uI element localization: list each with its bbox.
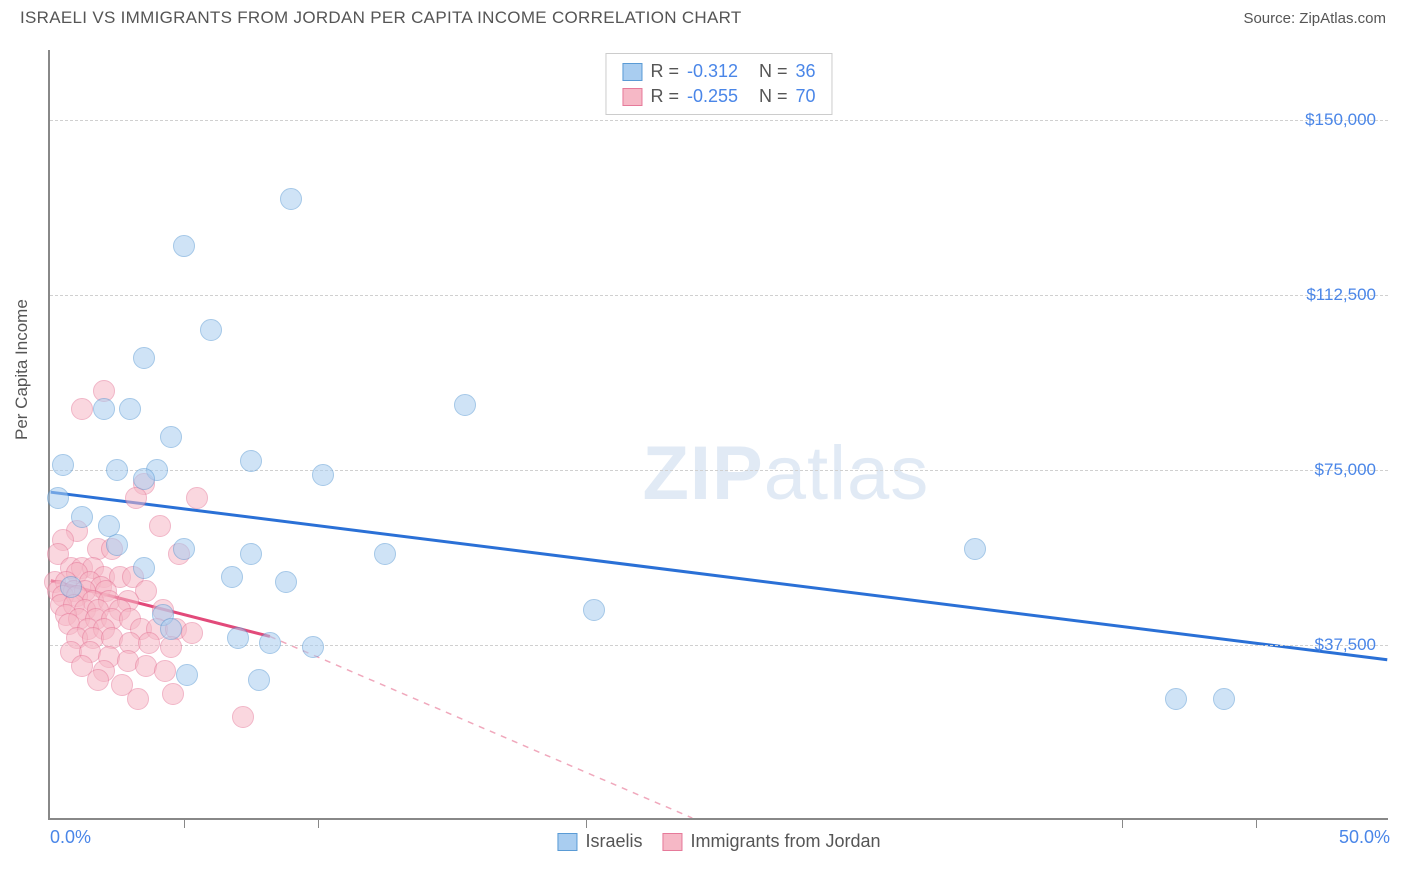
x-tick xyxy=(318,818,319,828)
n-value-1: 70 xyxy=(796,86,816,107)
data-point xyxy=(221,566,243,588)
gridline xyxy=(50,645,1388,646)
swatch-series-0 xyxy=(557,833,577,851)
data-point xyxy=(71,398,93,420)
data-point xyxy=(176,664,198,686)
swatch-series-1 xyxy=(662,833,682,851)
data-point xyxy=(133,557,155,579)
data-point xyxy=(71,506,93,528)
data-point xyxy=(173,538,195,560)
data-point xyxy=(312,464,334,486)
correlation-stats-box: R = -0.312 N = 36 R = -0.255 N = 70 xyxy=(605,53,832,115)
data-point xyxy=(87,669,109,691)
data-point xyxy=(583,599,605,621)
data-point xyxy=(1165,688,1187,710)
data-point xyxy=(1213,688,1235,710)
data-point xyxy=(964,538,986,560)
data-point xyxy=(374,543,396,565)
data-point xyxy=(232,706,254,728)
x-tick xyxy=(586,818,587,828)
data-point xyxy=(135,580,157,602)
data-point xyxy=(162,683,184,705)
data-point xyxy=(138,632,160,654)
y-tick-label: $75,000 xyxy=(1315,460,1376,480)
data-point xyxy=(181,622,203,644)
legend-item: Immigrants from Jordan xyxy=(662,831,880,852)
data-point xyxy=(454,394,476,416)
data-point xyxy=(133,468,155,490)
data-point xyxy=(160,426,182,448)
data-point xyxy=(127,688,149,710)
legend-label: Israelis xyxy=(585,831,642,852)
source-attribution: Source: ZipAtlas.com xyxy=(1243,10,1386,27)
x-tick-label: 50.0% xyxy=(1339,827,1390,848)
data-point xyxy=(93,398,115,420)
legend: Israelis Immigrants from Jordan xyxy=(557,831,880,852)
data-point xyxy=(240,543,262,565)
r-value-0: -0.312 xyxy=(687,61,751,82)
data-point xyxy=(154,660,176,682)
x-tick xyxy=(1256,818,1257,828)
stats-row: R = -0.255 N = 70 xyxy=(622,84,815,109)
data-point xyxy=(60,576,82,598)
data-point xyxy=(160,618,182,640)
y-tick-label: $112,500 xyxy=(1306,285,1376,305)
x-tick-label: 0.0% xyxy=(50,827,91,848)
y-axis-label: Per Capita Income xyxy=(12,299,32,440)
swatch-series-0 xyxy=(622,63,642,81)
data-point xyxy=(173,235,195,257)
data-point xyxy=(302,636,324,658)
data-point xyxy=(133,347,155,369)
data-point xyxy=(227,627,249,649)
x-tick xyxy=(1122,818,1123,828)
chart-title: ISRAELI VS IMMIGRANTS FROM JORDAN PER CA… xyxy=(20,8,742,28)
data-point xyxy=(52,454,74,476)
r-value-1: -0.255 xyxy=(687,86,751,107)
data-point xyxy=(280,188,302,210)
legend-label: Immigrants from Jordan xyxy=(690,831,880,852)
x-tick xyxy=(184,818,185,828)
data-point xyxy=(240,450,262,472)
n-value-0: 36 xyxy=(796,61,816,82)
data-point xyxy=(248,669,270,691)
data-point xyxy=(200,319,222,341)
gridline xyxy=(50,120,1388,121)
trend-lines-svg xyxy=(50,50,1388,818)
data-point xyxy=(47,487,69,509)
watermark: ZIPatlas xyxy=(643,430,930,517)
data-point xyxy=(259,632,281,654)
data-point xyxy=(186,487,208,509)
stats-row: R = -0.312 N = 36 xyxy=(622,59,815,84)
y-tick-label: $150,000 xyxy=(1305,110,1376,130)
data-point xyxy=(275,571,297,593)
data-point xyxy=(119,398,141,420)
data-point xyxy=(106,459,128,481)
legend-item: Israelis xyxy=(557,831,642,852)
swatch-series-1 xyxy=(622,88,642,106)
gridline xyxy=(50,295,1388,296)
y-tick-label: $37,500 xyxy=(1315,635,1376,655)
scatter-chart: ZIPatlas R = -0.312 N = 36 R = -0.255 N … xyxy=(48,50,1388,820)
data-point xyxy=(98,515,120,537)
data-point xyxy=(149,515,171,537)
